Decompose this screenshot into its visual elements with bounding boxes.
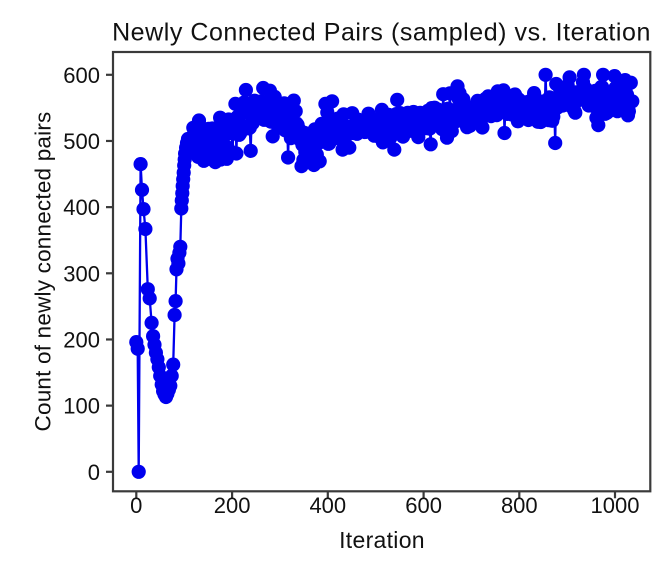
svg-text:200: 200 [63,328,100,353]
svg-text:300: 300 [63,261,100,286]
svg-text:500: 500 [63,129,100,154]
svg-text:0: 0 [130,493,142,518]
svg-text:Iteration: Iteration [339,527,425,553]
svg-text:100: 100 [63,394,100,419]
svg-text:400: 400 [309,493,346,518]
svg-text:800: 800 [501,493,538,518]
svg-text:0: 0 [88,460,100,485]
svg-text:400: 400 [63,195,100,220]
svg-text:1000: 1000 [591,493,640,518]
svg-text:600: 600 [63,63,100,88]
svg-text:Count of newly connected pairs: Count of newly connected pairs [31,112,56,432]
svg-text:200: 200 [214,493,251,518]
svg-text:Newly Connected Pairs (sampled: Newly Connected Pairs (sampled) vs. Iter… [112,18,651,46]
svg-text:600: 600 [405,493,442,518]
